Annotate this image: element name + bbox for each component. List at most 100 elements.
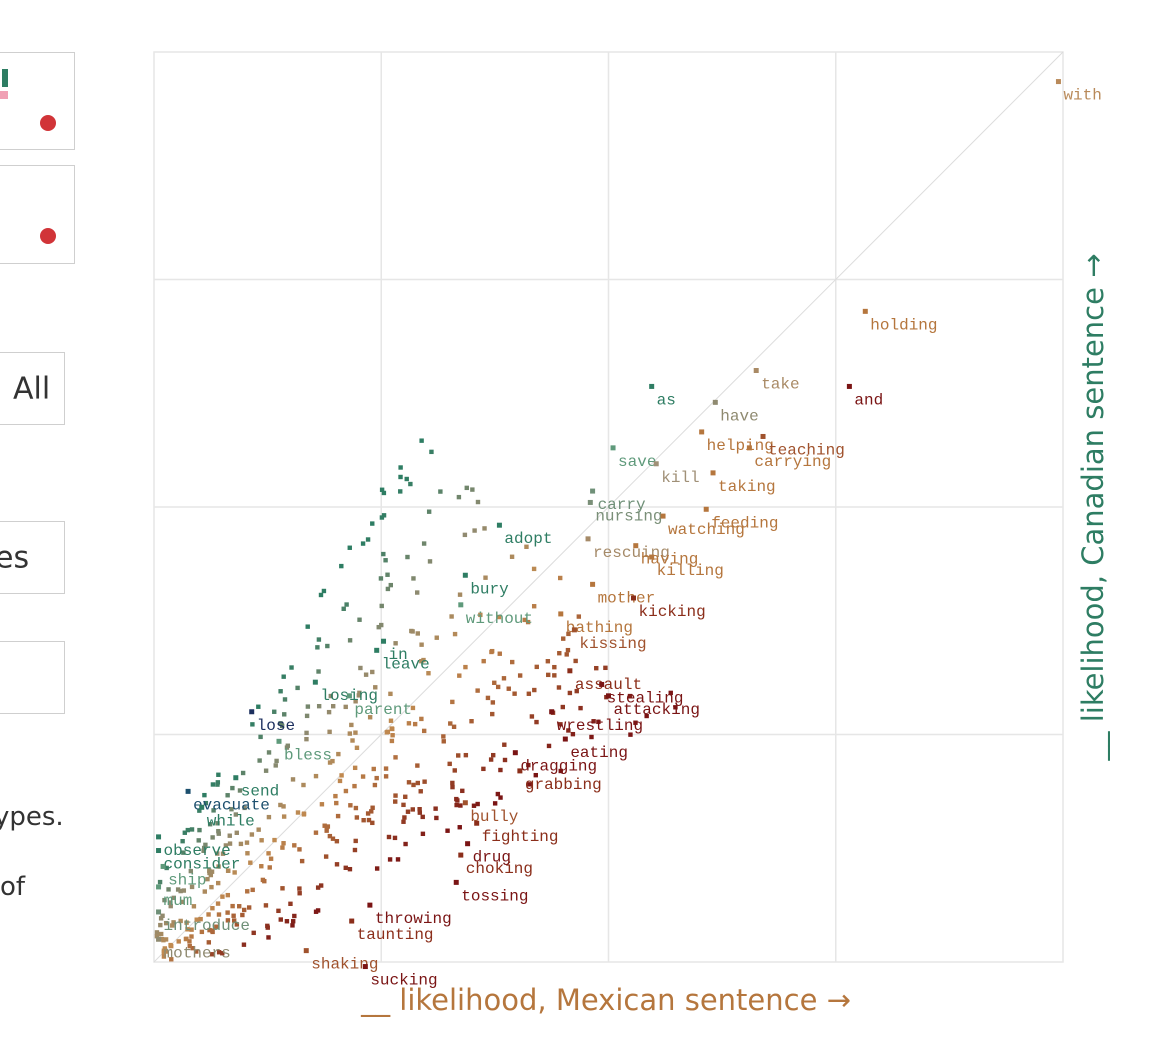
- data-point: [343, 704, 348, 710]
- point-label: assault: [575, 676, 642, 694]
- data-point: [353, 730, 358, 735]
- data-point: [496, 614, 502, 620]
- data-point: [258, 734, 263, 740]
- point-dragging: dragging: [512, 750, 597, 776]
- data-point: [418, 789, 423, 794]
- point-label: drug: [473, 849, 511, 867]
- data-point: [389, 738, 395, 744]
- data-point: [183, 936, 189, 942]
- point-label: teaching: [768, 441, 845, 459]
- point-marker: [381, 638, 387, 644]
- option-button-es[interactable]: es: [0, 521, 65, 594]
- data-point: [472, 528, 477, 533]
- option-card-1-accent: [2, 69, 8, 87]
- data-point: [452, 631, 458, 637]
- data-point: [578, 705, 583, 711]
- data-point: [158, 931, 164, 937]
- data-point: [502, 742, 507, 747]
- data-point: [240, 770, 246, 776]
- y-axis-title: __ likelihood, Canadian sentence →: [1076, 254, 1110, 762]
- data-point: [197, 808, 202, 813]
- data-point: [326, 709, 332, 715]
- point-marker: [512, 750, 518, 756]
- data-point: [242, 805, 247, 811]
- option-card-1[interactable]: [0, 52, 75, 150]
- data-point: [207, 868, 212, 873]
- data-point: [469, 719, 474, 724]
- point-label: consider: [164, 856, 241, 874]
- data-point: [185, 827, 191, 833]
- point-helping: helping: [699, 429, 774, 455]
- data-point: [591, 719, 596, 724]
- point-marker: [276, 738, 282, 744]
- data-point: [230, 903, 235, 909]
- point-kill: kill: [653, 461, 700, 487]
- data-point: [292, 913, 297, 919]
- data-point: [207, 927, 212, 933]
- point-label: leave: [382, 655, 430, 673]
- data-point: [344, 602, 349, 607]
- data-point: [313, 909, 319, 914]
- data-point: [207, 870, 212, 876]
- point-label: take: [761, 376, 799, 394]
- point-label: mothers: [164, 944, 231, 962]
- point-label: kill: [661, 469, 699, 487]
- data-point: [327, 833, 333, 839]
- empty-button[interactable]: [0, 641, 65, 714]
- all-button[interactable]: All: [0, 352, 65, 425]
- point-carry: carry: [590, 488, 646, 514]
- data-point: [202, 889, 207, 894]
- data-point: [385, 572, 390, 577]
- data-point: [272, 709, 277, 714]
- data-point: [398, 489, 403, 494]
- point-marker: [599, 681, 605, 687]
- data-point: [210, 782, 216, 787]
- data-point: [327, 760, 333, 765]
- point-label: and: [854, 391, 883, 409]
- data-point: [633, 720, 638, 725]
- data-point: [282, 697, 288, 702]
- data-point: [410, 629, 415, 634]
- data-point: [509, 554, 515, 559]
- data-point: [371, 766, 376, 772]
- data-point: [347, 545, 352, 550]
- data-point: [341, 606, 346, 611]
- point-label: ship: [168, 871, 206, 889]
- point-marker: [156, 834, 162, 840]
- point-label: stealing: [607, 689, 684, 707]
- point-marker: [562, 736, 568, 742]
- data-point: [279, 723, 285, 729]
- data-point: [182, 830, 188, 835]
- data-point: [457, 673, 462, 678]
- point-marker: [660, 513, 666, 519]
- data-point: [374, 866, 380, 871]
- data-point: [249, 832, 255, 837]
- data-point: [251, 930, 256, 936]
- data-point: [412, 721, 418, 727]
- data-point: [456, 494, 462, 500]
- data-point: [533, 772, 538, 778]
- point-label: while: [207, 812, 255, 830]
- data-point: [216, 831, 221, 836]
- data-point: [304, 736, 309, 742]
- data-point: [379, 603, 384, 609]
- data-point: [194, 949, 199, 954]
- point-marker: [474, 820, 480, 826]
- point-without: without: [458, 602, 533, 628]
- data-point: [176, 939, 181, 944]
- data-point: [403, 794, 408, 799]
- data-point: [274, 758, 279, 764]
- data-point: [278, 917, 283, 922]
- data-point: [388, 691, 393, 697]
- point-label: choking: [466, 860, 533, 878]
- data-point: [353, 699, 358, 704]
- data-point: [168, 900, 173, 905]
- point-marker: [653, 461, 659, 467]
- data-point: [209, 884, 214, 890]
- data-point: [241, 907, 247, 913]
- data-point: [501, 676, 507, 681]
- data-point: [297, 886, 302, 891]
- data-point: [347, 731, 353, 736]
- option-card-2[interactable]: [0, 165, 75, 264]
- data-point: [215, 901, 221, 906]
